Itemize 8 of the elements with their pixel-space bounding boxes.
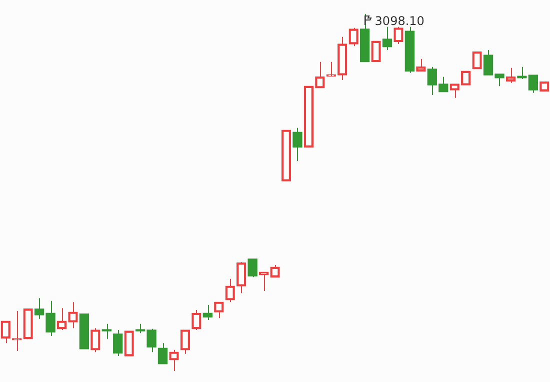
candlestick <box>382 26 392 51</box>
candlestick <box>360 14 370 62</box>
annotation: 3098.10 <box>374 14 424 28</box>
candlestick <box>292 127 302 162</box>
candlestick <box>202 304 212 320</box>
candlestick <box>102 323 112 340</box>
candlestick <box>404 26 415 74</box>
candlestick <box>158 342 168 364</box>
